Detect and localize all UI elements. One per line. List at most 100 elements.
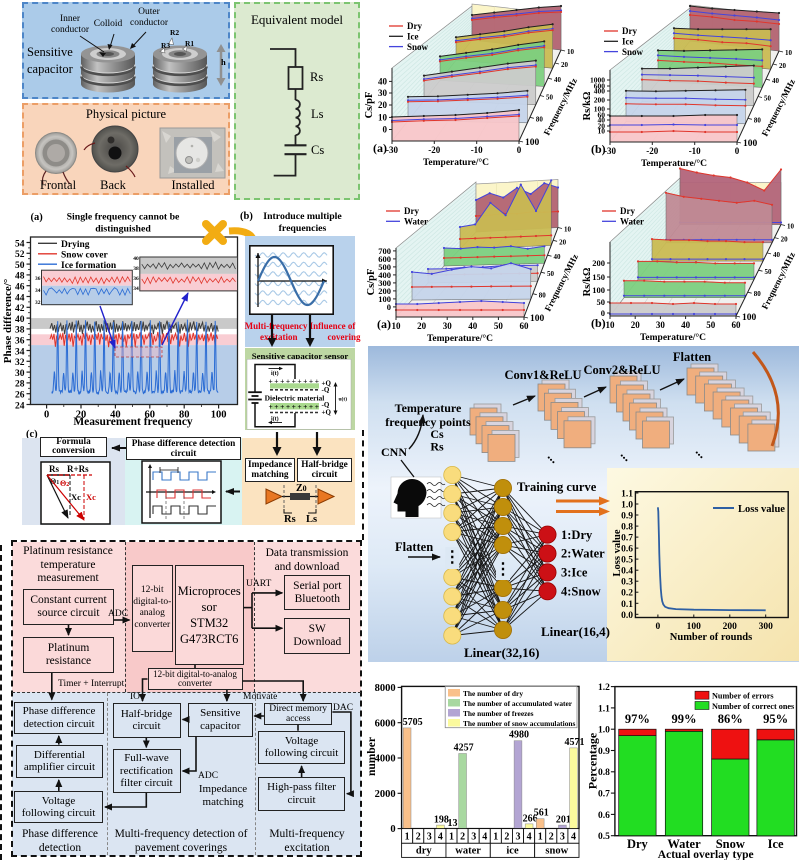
svg-text:5705: 5705 (403, 717, 423, 728)
svg-text:99%: 99% (672, 712, 697, 726)
svg-text:3: 3 (516, 832, 521, 843)
svg-text:97%: 97% (625, 712, 650, 726)
svg-text:50: 50 (15, 261, 25, 271)
svg-text:Ice: Ice (407, 32, 419, 42)
svg-text:40: 40 (378, 77, 388, 87)
svg-text:1: 1 (493, 832, 498, 843)
svg-text:40: 40 (554, 253, 562, 261)
svg-text:snow: snow (545, 846, 568, 857)
svg-text:dry: dry (416, 846, 433, 857)
svg-text:46: 46 (15, 283, 25, 293)
svg-text:0: 0 (383, 125, 388, 135)
svg-text:+Q: +Q (322, 380, 332, 388)
svg-text:Single frequency cannot be: Single frequency cannot be (67, 212, 180, 223)
svg-text:24: 24 (15, 401, 25, 411)
svg-text:(b): (b) (591, 316, 606, 330)
svg-text:Rs: Rs (284, 514, 296, 525)
svg-text:30: 30 (443, 321, 453, 331)
svg-text:Dry: Dry (622, 26, 637, 36)
svg-text:40: 40 (133, 256, 139, 262)
svg-text:Temperature/°C: Temperature/°C (641, 158, 707, 169)
svg-text:42: 42 (15, 304, 25, 314)
svg-text:3: 3 (427, 832, 432, 843)
svg-text:Snow: Snow (622, 47, 644, 57)
svg-text:198: 198 (434, 815, 449, 826)
svg-text:38: 38 (15, 326, 25, 336)
svg-text:Frequency/MHz: Frequency/MHz (542, 76, 579, 137)
svg-text:4: 4 (527, 832, 532, 843)
svg-text:0: 0 (44, 410, 49, 421)
svg-text:60: 60 (598, 111, 606, 120)
svg-text:Measurement frequency: Measurement frequency (73, 416, 193, 428)
svg-text:1: 1 (449, 832, 454, 843)
svg-text:600: 600 (594, 82, 606, 91)
svg-text:Flatten: Flatten (673, 350, 711, 364)
svg-text:Linear(32,16): Linear(32,16) (464, 645, 539, 660)
svg-text:Rs: Rs (310, 70, 323, 84)
svg-text:Drying: Drying (61, 240, 90, 250)
svg-text:+++++++++: +++++++++ (269, 402, 321, 411)
svg-text:Percentage: Percentage (586, 732, 600, 789)
svg-text:10: 10 (606, 320, 616, 330)
svg-text:20: 20 (378, 100, 388, 110)
svg-text:0: 0 (601, 308, 605, 318)
svg-text:200: 200 (723, 622, 738, 632)
svg-text:Cs/pF: Cs/pF (364, 92, 375, 119)
svg-text:3: 3 (471, 832, 476, 843)
svg-text:Water: Water (667, 837, 701, 851)
svg-text:Xc: Xc (71, 492, 81, 502)
svg-text:Temperature/°C: Temperature/°C (423, 157, 489, 168)
svg-text:...: ... (618, 447, 636, 465)
svg-text:60: 60 (732, 320, 742, 330)
svg-text:40: 40 (468, 321, 478, 331)
svg-text:36: 36 (35, 276, 41, 282)
svg-text:Cs: Cs (311, 143, 324, 157)
svg-text:Rs: Rs (430, 440, 444, 454)
svg-text:95%: 95% (763, 712, 788, 726)
svg-text:Loss value: Loss value (738, 504, 785, 515)
svg-text:(a): (a) (377, 317, 391, 331)
svg-text:Cs/pF: Cs/pF (366, 269, 377, 296)
svg-text:0: 0 (390, 824, 395, 835)
svg-text:40: 40 (110, 410, 121, 421)
svg-text:561: 561 (534, 808, 549, 819)
svg-text:52: 52 (15, 250, 25, 260)
svg-text:Dry: Dry (407, 21, 422, 31)
svg-text:44: 44 (15, 293, 25, 303)
svg-text:60: 60 (520, 321, 530, 331)
svg-text:40: 40 (15, 315, 25, 325)
svg-text:1:Dry: 1:Dry (561, 528, 593, 542)
svg-text:water: water (455, 846, 481, 857)
svg-text:Snow: Snow (716, 837, 745, 851)
svg-text:100: 100 (378, 294, 391, 304)
svg-text:(a): (a) (373, 141, 387, 155)
svg-text:0.3: 0.3 (621, 578, 633, 588)
svg-text:Ls: Ls (306, 514, 317, 525)
svg-text:Temperature/°C: Temperature/°C (640, 332, 706, 343)
svg-text:Actual overlay type: Actual overlay type (658, 849, 754, 860)
svg-text:34: 34 (15, 347, 25, 357)
svg-text:30: 30 (15, 369, 25, 379)
svg-text:40: 40 (681, 320, 691, 330)
svg-text:50: 50 (494, 321, 504, 331)
svg-text:2:Water: 2:Water (561, 547, 605, 561)
svg-text:The number of accumulated wate: The number of accumulated water (463, 699, 573, 708)
svg-text:Water: Water (620, 217, 644, 227)
svg-text:Flatten: Flatten (395, 540, 433, 554)
svg-text:Ice: Ice (622, 37, 634, 47)
svg-text:Loss value: Loss value (612, 529, 623, 576)
svg-text:100: 100 (525, 138, 540, 148)
svg-text:10: 10 (378, 113, 388, 123)
svg-text:Snow: Snow (407, 42, 429, 52)
svg-text:40: 40 (598, 116, 606, 125)
svg-text:0.6: 0.6 (621, 545, 633, 555)
svg-text:0.5: 0.5 (598, 832, 610, 842)
svg-text:0: 0 (387, 302, 391, 312)
svg-text:20: 20 (631, 320, 641, 330)
svg-text:Frequency/MHz: Frequency/MHz (543, 252, 580, 313)
svg-text:+Q: +Q (322, 409, 332, 417)
svg-text:Θ1: Θ1 (50, 477, 59, 486)
svg-text:50: 50 (764, 95, 772, 103)
svg-text:150: 150 (592, 272, 605, 282)
svg-text:4257: 4257 (454, 743, 474, 754)
